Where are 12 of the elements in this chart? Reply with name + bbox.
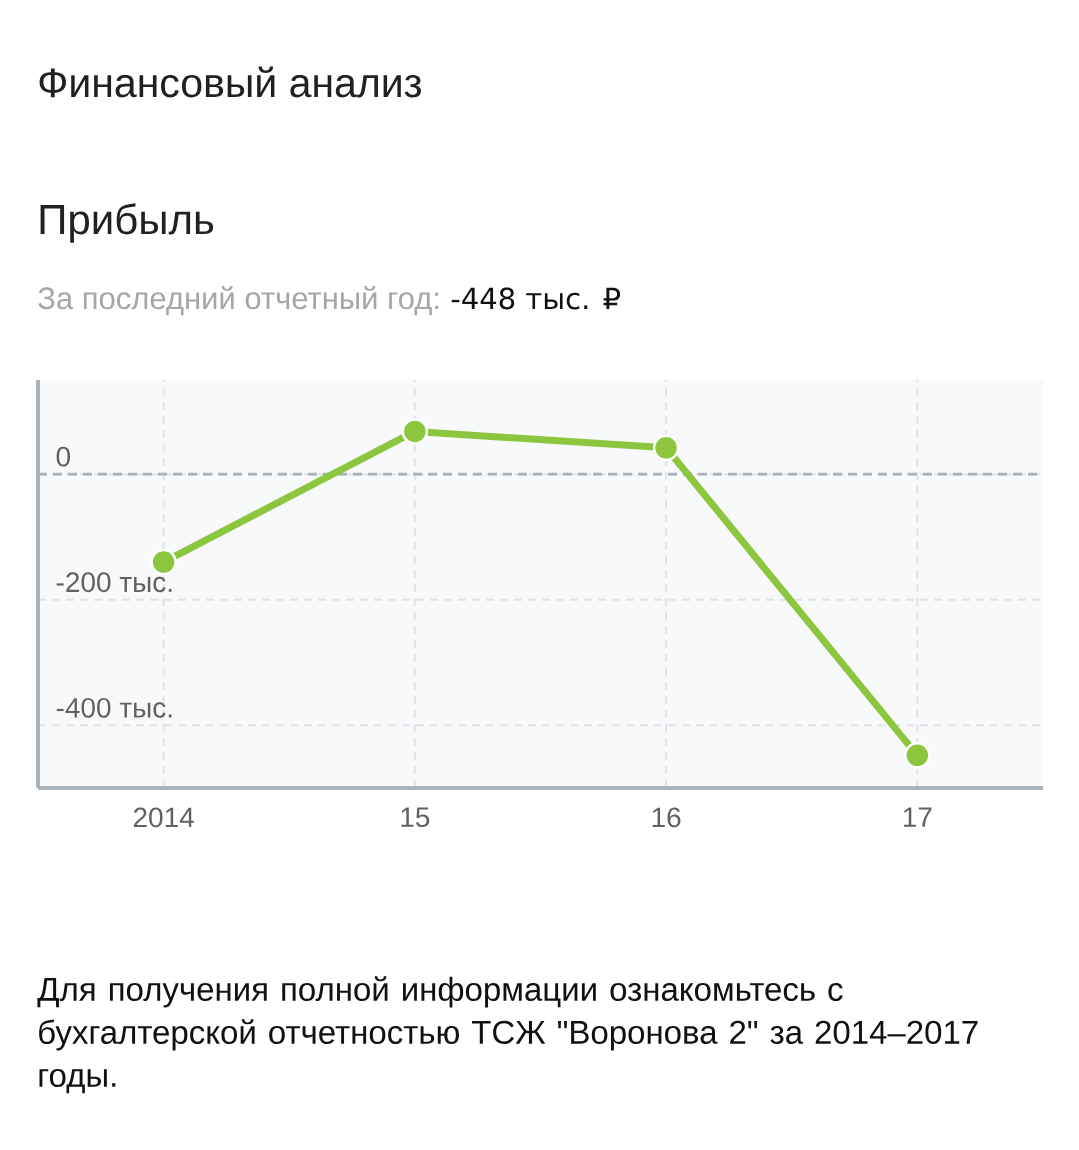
- chart-subtitle: Прибыль: [40, 203, 214, 243]
- x-tick-label: 15: [401, 807, 430, 828]
- y-tick-label: 0: [56, 446, 71, 467]
- text: -448 тыс. ₽: [451, 287, 621, 310]
- x-tick-label: 2014: [133, 807, 194, 828]
- text: Для получения полной информации ознакомьтесь с бухгалтерской отчетностью ТСЖ "Воронова 2" за 2014–2017 годы.: [37, 976, 978, 1094]
- y-tick-label: -400 тыс.: [56, 697, 172, 718]
- text: За последний отчетный год:: [38, 285, 439, 316]
- x-tick-label: 17: [903, 807, 932, 827]
- y-tick-label: -200 тыс.: [56, 572, 172, 593]
- x-tick-label: 16: [652, 807, 681, 828]
- chart-title: Финансовый анализ: [39, 66, 421, 98]
